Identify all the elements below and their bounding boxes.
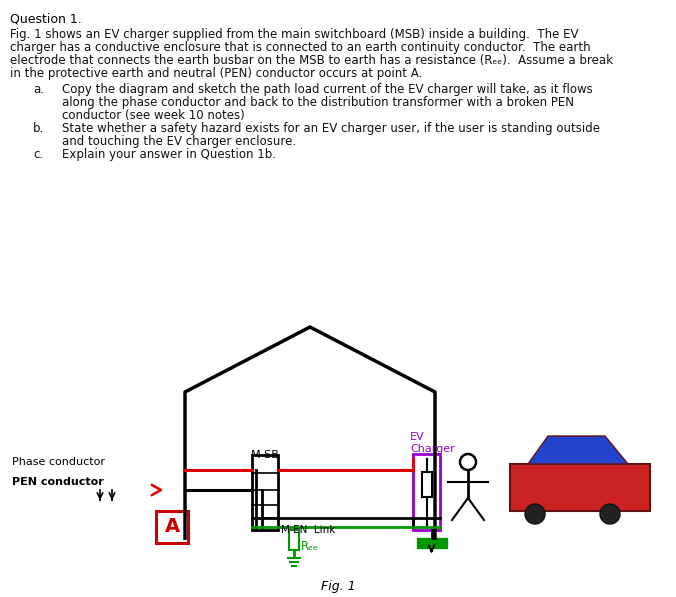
Text: Phase conductor: Phase conductor [12,457,105,467]
Text: electrode that connects the earth busbar on the MSB to earth has a resistance (R: electrode that connects the earth busbar… [10,54,613,67]
Circle shape [525,504,545,524]
Bar [413,454,440,530]
Text: c.: c. [33,148,43,161]
Bar [510,464,650,511]
Text: Rₑₑ: Rₑₑ [301,540,319,553]
Bar [422,472,431,497]
Text: a.: a. [33,83,44,96]
Text: EV
Charger: EV Charger [410,432,455,454]
Bar [156,511,188,543]
Text: A: A [164,518,180,537]
Text: charger has a conductive enclosure that is connected to an earth continuity cond: charger has a conductive enclosure that … [10,41,591,54]
Text: M SB: M SB [251,450,279,460]
Text: and touching the EV charger enclosure.: and touching the EV charger enclosure. [62,135,296,148]
Circle shape [600,504,620,524]
Text: State whether a safety hazard exists for an EV charger user, if the user is stan: State whether a safety hazard exists for… [62,122,600,135]
Bar [289,530,299,550]
Text: M EN  Link: M EN Link [281,525,335,535]
Bar [252,455,278,530]
Text: Fig. 1 shows an EV charger supplied from the main switchboard (MSB) inside a bui: Fig. 1 shows an EV charger supplied from… [10,28,579,41]
Text: in the protective earth and neutral (PEN) conductor occurs at point A.: in the protective earth and neutral (PEN… [10,67,422,80]
Text: along the phase conductor and back to the distribution transformer with a broken: along the phase conductor and back to th… [62,96,574,109]
Text: Fig. 1: Fig. 1 [320,580,356,593]
Bar [416,538,447,548]
Text: conductor (see week 10 notes): conductor (see week 10 notes) [62,109,245,122]
Text: Copy the diagram and sketch the path load current of the EV charger will take, a: Copy the diagram and sketch the path loa… [62,83,593,96]
Polygon shape [528,436,628,464]
Text: Question 1.: Question 1. [10,12,82,25]
Text: b.: b. [33,122,44,135]
Text: Explain your answer in Question 1b.: Explain your answer in Question 1b. [62,148,276,161]
Text: PEN conductor: PEN conductor [12,477,103,487]
